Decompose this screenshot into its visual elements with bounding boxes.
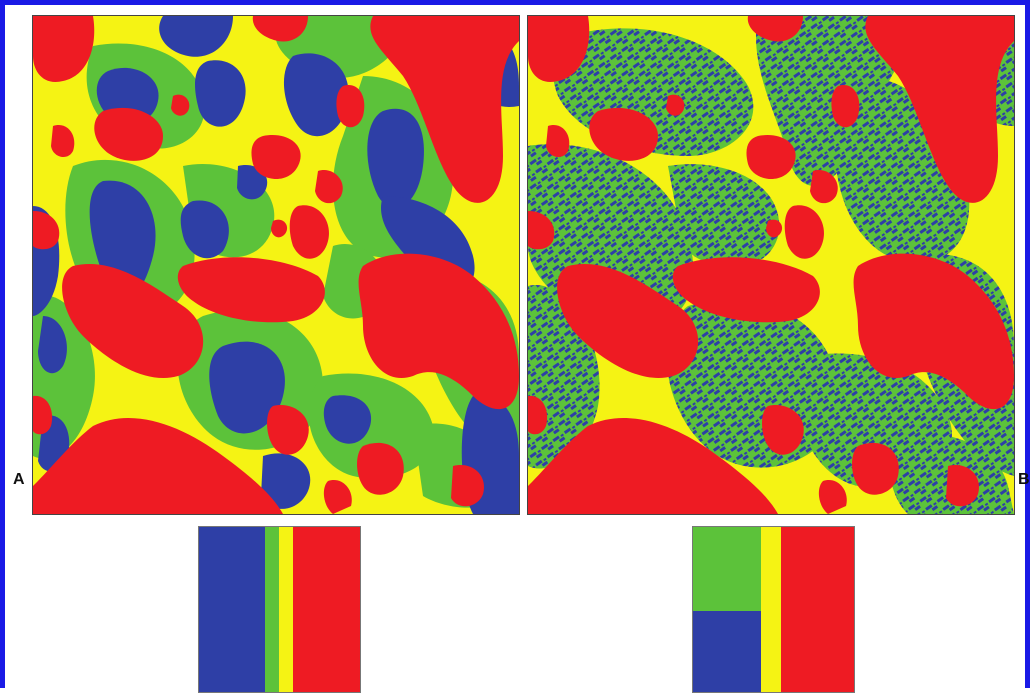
panel-label-a: A (13, 471, 25, 488)
legend-a-yellow-band (279, 527, 293, 692)
legend-b-svg (693, 527, 854, 692)
map-a-svg (33, 16, 519, 514)
map-panel-a (32, 15, 520, 515)
panel-label-b: B (1018, 471, 1030, 488)
map-b-svg (528, 16, 1014, 514)
map-a-red-zones (33, 16, 519, 514)
legend-b-blue-block (693, 611, 761, 692)
legend-a-svg (199, 527, 360, 692)
map-b-red-zones (528, 16, 1014, 514)
legend-a-green-band (265, 527, 279, 692)
legend-b-red-band (781, 527, 854, 692)
legend-b-yellow-band (761, 527, 781, 692)
map-panel-b (527, 15, 1015, 515)
legend-a-blue-band (199, 527, 265, 692)
legend-b-green-block (693, 527, 761, 611)
legend-b (692, 526, 855, 693)
legend-a-red-band (293, 527, 360, 692)
legend-a (198, 526, 361, 693)
